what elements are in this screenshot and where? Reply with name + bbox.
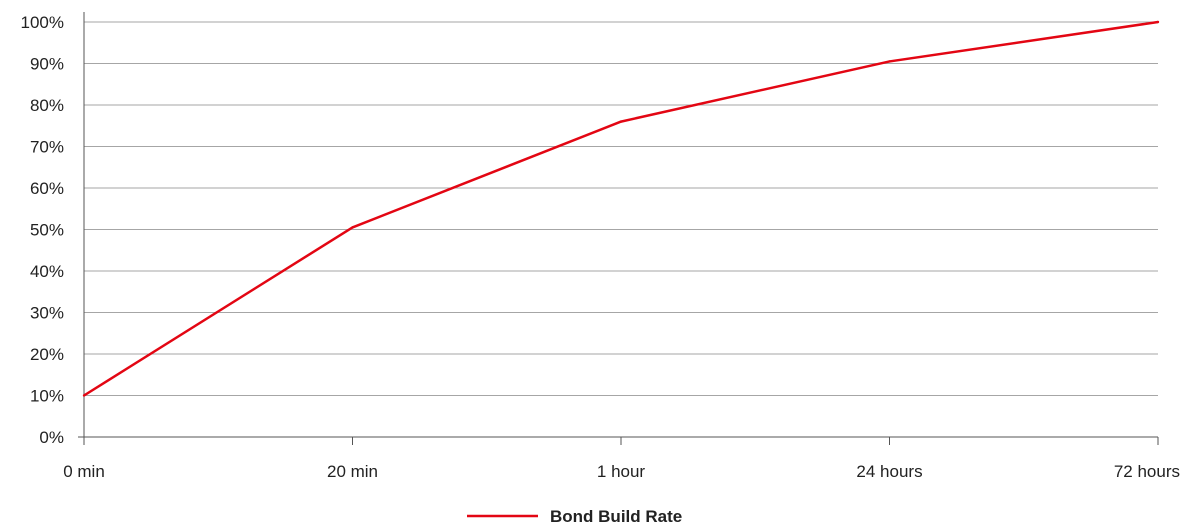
x-tick-label: 0 min (63, 462, 105, 481)
series-line (83, 20, 1159, 397)
x-tick-label: 24 hours (856, 462, 922, 481)
y-tick-label: 50% (30, 221, 64, 240)
y-tick-label: 20% (30, 345, 64, 364)
y-tick-label: 80% (30, 96, 64, 115)
x-tick-label: 72 hours (1114, 462, 1180, 481)
data-point (82, 394, 86, 397)
y-tick-label: 0% (39, 428, 64, 447)
data-point (351, 226, 354, 229)
gridlines (84, 21, 1158, 396)
y-tick-label: 100% (21, 13, 64, 32)
y-tick-label: 70% (30, 138, 64, 157)
x-axis-ticks: 0 min 20 min 1 hour 24 hours 72 hours (63, 437, 1180, 481)
y-tick-label: 40% (30, 262, 64, 281)
data-point (619, 120, 623, 123)
y-tick-label: 30% (30, 304, 64, 323)
legend: Bond Build Rate (467, 507, 682, 526)
x-tick-label: 20 min (327, 462, 378, 481)
data-point (1156, 20, 1160, 24)
series-group (82, 20, 1160, 397)
data-point (888, 60, 891, 63)
legend-label: Bond Build Rate (550, 507, 682, 526)
y-tick-label: 60% (30, 179, 64, 198)
y-tick-label: 10% (30, 387, 64, 406)
y-axis-ticks: 0% 10% 20% 30% 40% 50% 60% 70% 80% 90% 100% (21, 13, 64, 447)
x-tick-label: 1 hour (597, 462, 646, 481)
y-tick-label: 90% (30, 55, 64, 74)
